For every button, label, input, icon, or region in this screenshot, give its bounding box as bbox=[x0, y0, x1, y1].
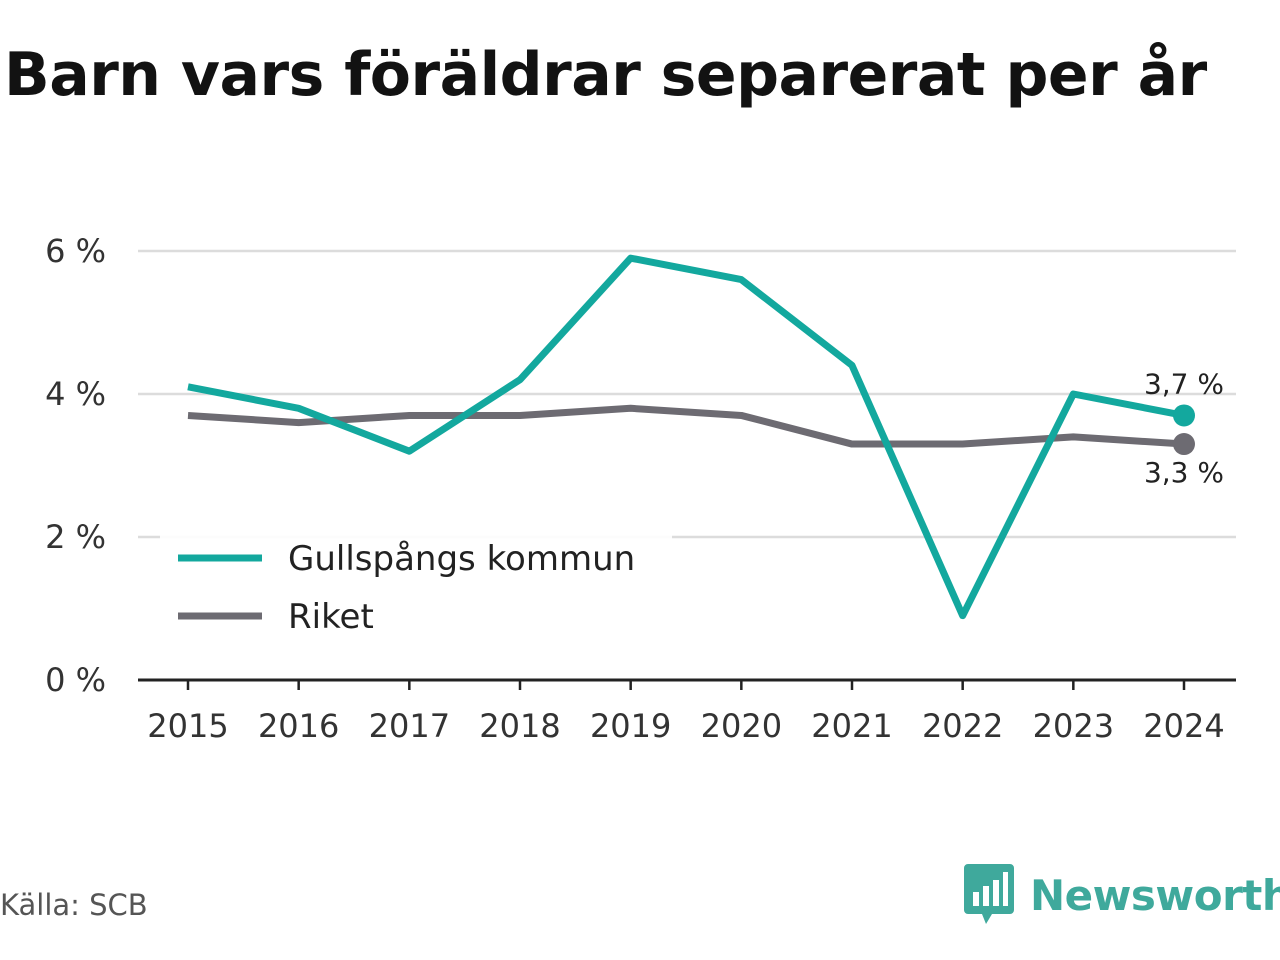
chart-title: Barn vars föräldrar separerat per år bbox=[4, 40, 1207, 110]
y-tick-label: 2 % bbox=[45, 518, 106, 556]
x-tick-label: 2018 bbox=[479, 707, 560, 745]
brand-name: Newsworthy bbox=[1030, 870, 1280, 920]
y-tick-label: 4 % bbox=[45, 375, 106, 413]
end-label-0: 3,7 % bbox=[1144, 367, 1224, 400]
legend-label-1: Riket bbox=[288, 597, 374, 637]
series-lines bbox=[187, 254, 1195, 620]
x-tick-label: 2019 bbox=[590, 707, 671, 745]
x-axis: 2015 2016 2017 2018 2019 2020 2021 2022 2023 2024 bbox=[138, 678, 1236, 745]
newsworthy-logo-icon bbox=[964, 864, 1014, 924]
end-marker-1 bbox=[1173, 433, 1195, 456]
source-note: Källa: SCB bbox=[0, 888, 148, 922]
x-tick-label: 2021 bbox=[811, 707, 892, 745]
x-tick-label: 2024 bbox=[1143, 707, 1224, 745]
series-line-1 bbox=[187, 404, 1185, 448]
legend-label-0: Gullspångs kommun bbox=[288, 539, 635, 579]
brand-logo: Newsworthy bbox=[964, 864, 1280, 926]
end-marker-0 bbox=[1173, 404, 1195, 427]
line-chart: 0 % 2 % 4 % 6 % 2015 2016 2017 2018 2019 2020 202… bbox=[45, 232, 1236, 745]
x-tick-label: 2015 bbox=[147, 707, 228, 745]
x-tick-label: 2017 bbox=[369, 707, 450, 745]
end-labels: 3,7 % 3,3 % bbox=[1144, 367, 1224, 489]
x-tick-label: 2022 bbox=[922, 707, 1003, 745]
y-tick-label: 6 % bbox=[45, 232, 106, 270]
x-tick-label: 2016 bbox=[258, 707, 339, 745]
legend: Gullspångs kommun Riket bbox=[160, 528, 672, 640]
x-tick-label: 2023 bbox=[1033, 707, 1114, 745]
legend-background bbox=[160, 528, 672, 640]
y-tick-label: 0 % bbox=[45, 661, 106, 699]
series-line-0 bbox=[187, 254, 1185, 620]
x-tick-label: 2020 bbox=[701, 707, 782, 745]
y-axis-ticks: 0 % 2 % 4 % 6 % bbox=[45, 232, 106, 699]
end-label-1: 3,3 % bbox=[1144, 456, 1224, 489]
